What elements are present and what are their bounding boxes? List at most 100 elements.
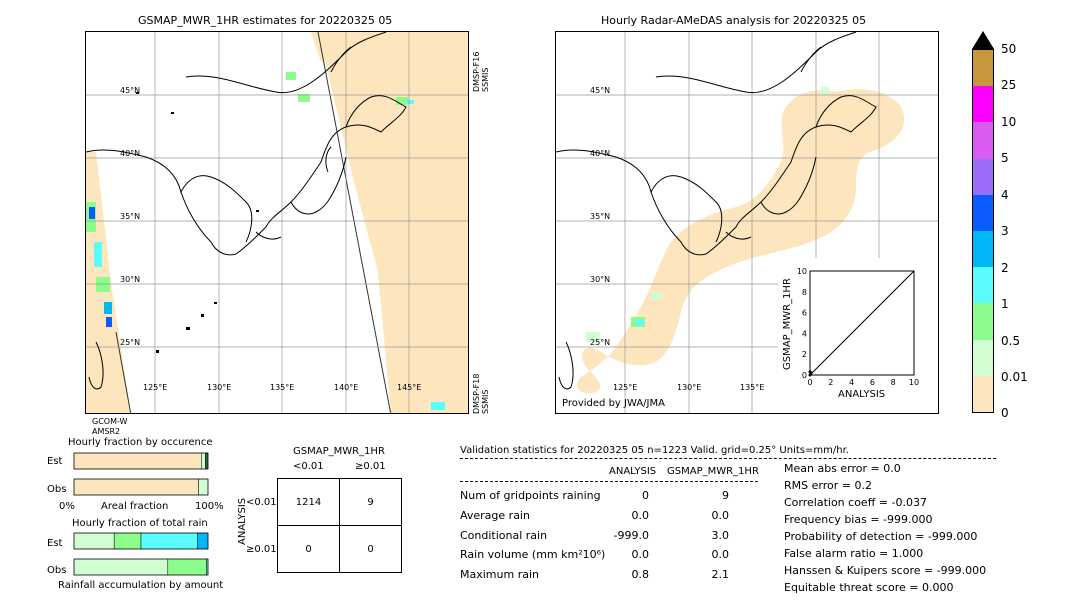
left-lat-30: 30°N — [120, 275, 141, 284]
stacked-bar-outline — [73, 532, 209, 550]
colorbar-label-10: 10 — [1001, 115, 1017, 129]
left-map: 45°N 40°N 35°N 30°N 25°N 125°E 130°E 135… — [85, 31, 469, 414]
stat-analysis-3: 0.0 — [631, 548, 650, 561]
colorbar-segment — [973, 50, 993, 87]
colorbar-label-0.01: 0.01 — [1001, 370, 1028, 384]
stacked-bar-segment — [73, 452, 202, 470]
colorbar-segment — [973, 375, 993, 413]
colorbar — [972, 49, 994, 413]
stat-analysis-0: 0 — [642, 489, 649, 502]
left-lon-145: 145°E — [397, 383, 422, 392]
validation-dash-2 — [460, 481, 758, 482]
right-lon-125: 125°E — [613, 383, 638, 392]
stacked-bar-segment — [198, 478, 209, 496]
left-lat-40: 40°N — [120, 149, 141, 158]
scatter-ytick: 0 — [802, 371, 807, 380]
stat-gsmap-2: 3.0 — [711, 529, 730, 542]
scatter-ylabel: GSMAP_MWR_1HR — [782, 278, 793, 370]
left-sat-left-line2: AMSR2 — [92, 427, 121, 436]
occurrence-axis-left: 0% — [59, 501, 75, 512]
left-sat-top-label: DMSP-F16 SSMIS — [472, 52, 490, 92]
left-lon-135: 135°E — [270, 383, 295, 392]
left-lat-45: 45°N — [120, 86, 141, 95]
occurrence-bars — [73, 452, 209, 496]
stat-gsmap-4: 2.1 — [711, 568, 730, 581]
right-lat-35: 35°N — [590, 212, 611, 221]
colorbar-segment — [973, 339, 993, 377]
left-swath-edge2 — [115, 331, 132, 413]
left-swath-top — [311, 32, 386, 62]
left-sat-bottom-label: DMSP-F18 SSMIS — [472, 374, 490, 414]
left-lat-25: 25°N — [120, 338, 141, 347]
total-rain-title: Hourly fraction of total rain — [72, 518, 208, 529]
scatter-ytick: 2 — [802, 350, 807, 359]
colorbar-label-1: 1 — [1001, 297, 1009, 311]
stat-analysis-2: -999.0 — [613, 529, 649, 542]
occurrence-chart — [73, 452, 209, 496]
occurrence-row-obs: Obs — [47, 484, 67, 495]
contingency-title: GSMAP_MWR_1HR — [293, 446, 385, 457]
contingency-hline — [278, 525, 401, 526]
score-1: RMS error = 0.2 — [784, 479, 872, 492]
scatter-xtick: 6 — [870, 378, 875, 387]
stat-label-2: Conditional rain — [460, 529, 548, 542]
score-0: Mean abs error = 0.0 — [784, 462, 901, 475]
stacked-bar-segment — [113, 532, 142, 550]
left-grid — [86, 32, 468, 413]
total-rain-footer: Rainfall accumulation by amount — [58, 580, 224, 591]
contingency-cell-00: 1214 — [295, 497, 322, 508]
contingency-cell-11: 0 — [367, 544, 374, 555]
stacked-bar-segment — [167, 558, 207, 576]
occurrence-row-est: Est — [47, 456, 63, 467]
contingency-row-lt: <0.01 — [246, 497, 277, 508]
left-map-canvas — [86, 32, 468, 413]
stacked-bar-segment — [73, 532, 115, 550]
scatter-xlabel: ANALYSIS — [838, 389, 886, 400]
right-coastline — [556, 32, 877, 390]
colorbar-label-50: 50 — [1001, 42, 1017, 56]
stacked-bar-segment — [197, 532, 209, 550]
stacked-bar-segment — [140, 532, 198, 550]
stacked-bar-segment — [73, 478, 199, 496]
right-coverage — [576, 89, 905, 394]
total-rain-row-obs: Obs — [47, 565, 67, 576]
left-coastline — [86, 32, 407, 390]
right-lat-40: 40°N — [590, 149, 611, 158]
total-rain-row-est: Est — [47, 538, 63, 549]
left-rain-specks — [86, 72, 445, 410]
left-sat-bottom-line1: DMSP-F18 — [472, 373, 481, 414]
occurrence-axis-mid: Areal fraction — [101, 501, 169, 512]
scatter-point — [808, 370, 812, 374]
stacked-bar-outline — [73, 452, 209, 470]
contingency-cell-01: 9 — [367, 497, 374, 508]
scatter-ytick: 4 — [802, 329, 807, 338]
contingency-col-ge: ≥0.01 — [355, 461, 386, 472]
left-sat-left-label: GCOM-W AMSR2 — [92, 417, 127, 437]
validation-col-analysis: ANALYSIS — [609, 466, 657, 477]
validation-col-gsmap: GSMAP_MWR_1HR — [667, 466, 759, 477]
occurrence-title: Hourly fraction by occurence — [68, 437, 213, 448]
occurrence-axis-right: 100% — [195, 501, 224, 512]
left-sat-left-line1: GCOM-W — [92, 417, 128, 426]
scatter-xtick: 2 — [828, 378, 833, 387]
left-lat-35: 35°N — [120, 212, 141, 221]
colorbar-segment — [973, 267, 993, 304]
colorbar-label-25: 25 — [1001, 78, 1017, 92]
colorbar-label-2: 2 — [1001, 261, 1009, 275]
left-swath-edge — [317, 32, 392, 413]
scatter-points — [808, 370, 813, 377]
stat-label-0: Num of gridpoints raining — [460, 489, 601, 502]
score-2: Correlation coeff = -0.037 — [784, 496, 927, 509]
stacked-bar-outline — [73, 478, 209, 496]
left-lon-125: 125°E — [143, 383, 168, 392]
left-sat-bottom-line2: SSMIS — [481, 389, 490, 415]
stat-analysis-4: 0.8 — [631, 568, 650, 581]
stat-analysis-1: 0.0 — [631, 509, 650, 522]
scatter-ytick: 8 — [802, 288, 807, 297]
contingency-table: 1214 9 0 0 — [277, 478, 402, 573]
stat-label-1: Average rain — [460, 509, 530, 522]
right-map-canvas — [556, 32, 938, 413]
right-rain-specks — [586, 87, 829, 342]
stacked-bar-segment — [201, 452, 206, 470]
stat-gsmap-3: 0.0 — [711, 548, 730, 561]
